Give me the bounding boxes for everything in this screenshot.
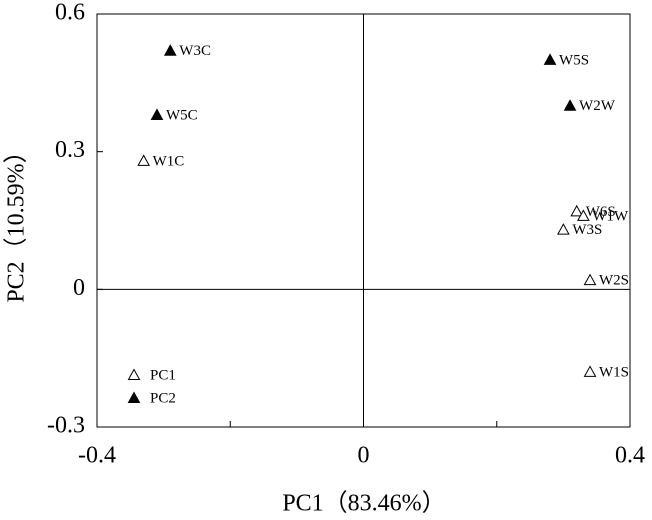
point-label: W3C — [179, 43, 211, 59]
x-tick-label: 0 — [358, 443, 370, 469]
marker — [543, 53, 557, 65]
point-label: W3S — [572, 222, 602, 238]
y-tick-label: -0.3 — [47, 413, 85, 439]
y-axis-label: PC2（10.59%） — [4, 139, 30, 302]
marker — [150, 108, 164, 120]
marker — [137, 154, 150, 166]
marker — [583, 273, 597, 286]
point-label: W2W — [579, 98, 616, 114]
x-axis-label: PC1（83.46%） — [282, 491, 445, 517]
marker — [563, 99, 577, 111]
legend-marker — [127, 368, 141, 380]
point-label: W6S — [586, 204, 616, 220]
point-label: W5C — [166, 107, 198, 123]
marker — [570, 204, 584, 217]
point-label: W1S — [599, 364, 629, 380]
point-label: W1C — [153, 153, 185, 169]
y-tick-label: 0 — [73, 275, 85, 301]
point-label: W5S — [559, 52, 589, 68]
legend-label: PC2 — [150, 390, 176, 406]
marker — [577, 209, 590, 221]
marker — [583, 365, 597, 377]
legend-label: PC1 — [150, 367, 176, 383]
marker — [163, 44, 177, 56]
point-label: W1W — [592, 208, 629, 224]
marker — [557, 223, 570, 235]
point-label: W2S — [599, 273, 629, 289]
y-tick-label: 0.6 — [55, 0, 85, 26]
x-tick-label: -0.4 — [78, 443, 116, 469]
legend-marker — [127, 391, 141, 403]
y-tick-label: 0.3 — [55, 137, 85, 163]
x-tick-label: 0.4 — [615, 443, 645, 469]
